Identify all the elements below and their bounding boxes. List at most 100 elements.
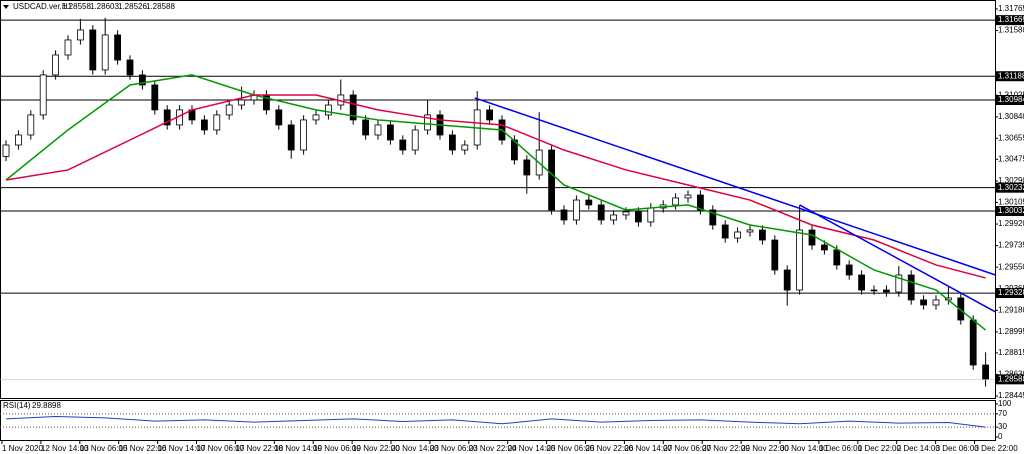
y-tick-label: 1.28815	[998, 348, 1024, 357]
candle-body	[312, 114, 320, 121]
candle-body	[151, 84, 159, 111]
chart-title: USDCAD.ver,H1	[13, 2, 73, 11]
x-tick-label: 16 Nov 14:00	[158, 444, 206, 453]
x-tick-label: 29 Nov 22:00	[741, 444, 789, 453]
candle-body	[399, 139, 407, 151]
moving-average	[5, 94, 986, 279]
y-tick-label: 1.31025	[998, 90, 1024, 99]
y-tick-label: 1.29735	[998, 241, 1024, 250]
candle-body	[89, 29, 97, 71]
x-tick-label: 27 Nov 22:00	[702, 444, 750, 453]
candle-body	[771, 239, 779, 271]
trendline	[799, 204, 996, 313]
candle-body	[349, 94, 357, 121]
x-tick-label: 23 Nov 06:00	[430, 444, 478, 453]
candle-body	[163, 109, 171, 126]
rsi-tick-label: 30	[998, 422, 1007, 431]
candle-body	[77, 29, 84, 41]
candle-body	[895, 274, 903, 293]
rsi-value: 29.8898	[32, 401, 61, 410]
y-tick-label: 1.31580	[998, 26, 1024, 35]
candle-body	[275, 109, 283, 126]
candle-body	[622, 211, 630, 216]
candle-body	[635, 211, 642, 223]
x-tick-label: 3 Dec 22:00	[975, 444, 1019, 453]
candle-body	[486, 109, 494, 121]
candle-body	[300, 119, 308, 151]
candle-body	[14, 134, 22, 146]
level-label: 1.30232	[998, 183, 1024, 192]
candle-body	[721, 224, 729, 239]
x-tick-label: 1 Dec 06:00	[819, 444, 863, 453]
candle-body	[126, 59, 134, 76]
candle-body	[448, 134, 456, 151]
candle-body	[783, 269, 791, 291]
candle-body	[907, 274, 915, 301]
x-tick-label: 25 Nov 06:00	[547, 444, 595, 453]
candle-body	[858, 274, 865, 291]
candle-body	[610, 214, 617, 221]
ohlc-value: 1.28588	[146, 2, 175, 11]
x-tick-label: 25 Nov 22:00	[586, 444, 634, 453]
candle-body	[796, 229, 803, 291]
candle-body	[684, 194, 692, 199]
candle-body	[709, 209, 717, 226]
level-label: 1.31669	[998, 15, 1024, 24]
candle-body	[200, 119, 208, 131]
x-tick-label: 24 Nov 14:00	[508, 444, 556, 453]
candle-body	[870, 289, 878, 292]
candle-body	[287, 124, 295, 151]
candle-body	[27, 114, 35, 136]
candle-body	[2, 144, 10, 157]
level-label: 1.30032	[998, 206, 1024, 215]
candle-body	[461, 144, 469, 151]
y-tick-label: 1.30475	[998, 154, 1024, 163]
ohlc-value: 1.28526	[118, 2, 147, 11]
x-tick-label: 1 Nov 2020	[2, 444, 43, 453]
candle-body	[585, 199, 593, 206]
candle-body	[969, 319, 977, 366]
ohlc-value: 1.28603	[90, 2, 119, 11]
rsi-tick-label: 70	[998, 409, 1007, 418]
x-tick-label: 1 Dec 22:00	[858, 444, 902, 453]
x-tick-label: 23 Nov 22:00	[469, 444, 517, 453]
level-box	[996, 205, 1024, 216]
y-tick-label: 1.28445	[998, 391, 1024, 400]
x-tick-label: 19 Nov 06:00	[313, 444, 361, 453]
candle-body	[523, 159, 531, 176]
y-tick-label: 1.30655	[998, 133, 1024, 142]
level-label: 1.30984	[998, 95, 1024, 104]
candle-body	[138, 74, 146, 86]
candle-body	[982, 364, 989, 380]
candle-body	[746, 229, 754, 233]
y-tick-label: 1.28995	[998, 327, 1024, 336]
x-tick-label: 3 Dec 06:00	[936, 444, 980, 453]
moving-average	[5, 74, 987, 331]
candle-body	[573, 199, 580, 221]
candle-body	[101, 34, 109, 71]
candle-body	[932, 299, 940, 306]
rsi-line	[5, 416, 986, 428]
candle-body	[957, 297, 965, 321]
candle-body	[560, 209, 568, 221]
menu-arrow	[3, 5, 9, 9]
candle-body	[52, 54, 59, 76]
y-tick-label: 1.30840	[998, 112, 1024, 121]
candle-body	[647, 207, 655, 223]
x-tick-label: 26 Nov 14:00	[624, 444, 672, 453]
y-tick-label: 1.29920	[998, 219, 1024, 228]
candle-body	[411, 129, 419, 151]
level-box	[996, 95, 1024, 106]
candle-body	[213, 114, 221, 131]
x-tick-label: 17 Nov 22:00	[235, 444, 283, 453]
candle-body	[672, 197, 679, 206]
ohlc-value: 1.28558	[62, 2, 91, 11]
y-tick-label: 1.29550	[998, 262, 1024, 271]
level-label: 1.31188	[998, 71, 1024, 80]
level-label: 1.29328	[998, 288, 1024, 297]
candle-body	[845, 264, 853, 276]
x-tick-label: 30 Nov 14:00	[780, 444, 828, 453]
candle-body	[238, 99, 246, 106]
level-box	[996, 71, 1024, 82]
level-box	[996, 182, 1024, 193]
